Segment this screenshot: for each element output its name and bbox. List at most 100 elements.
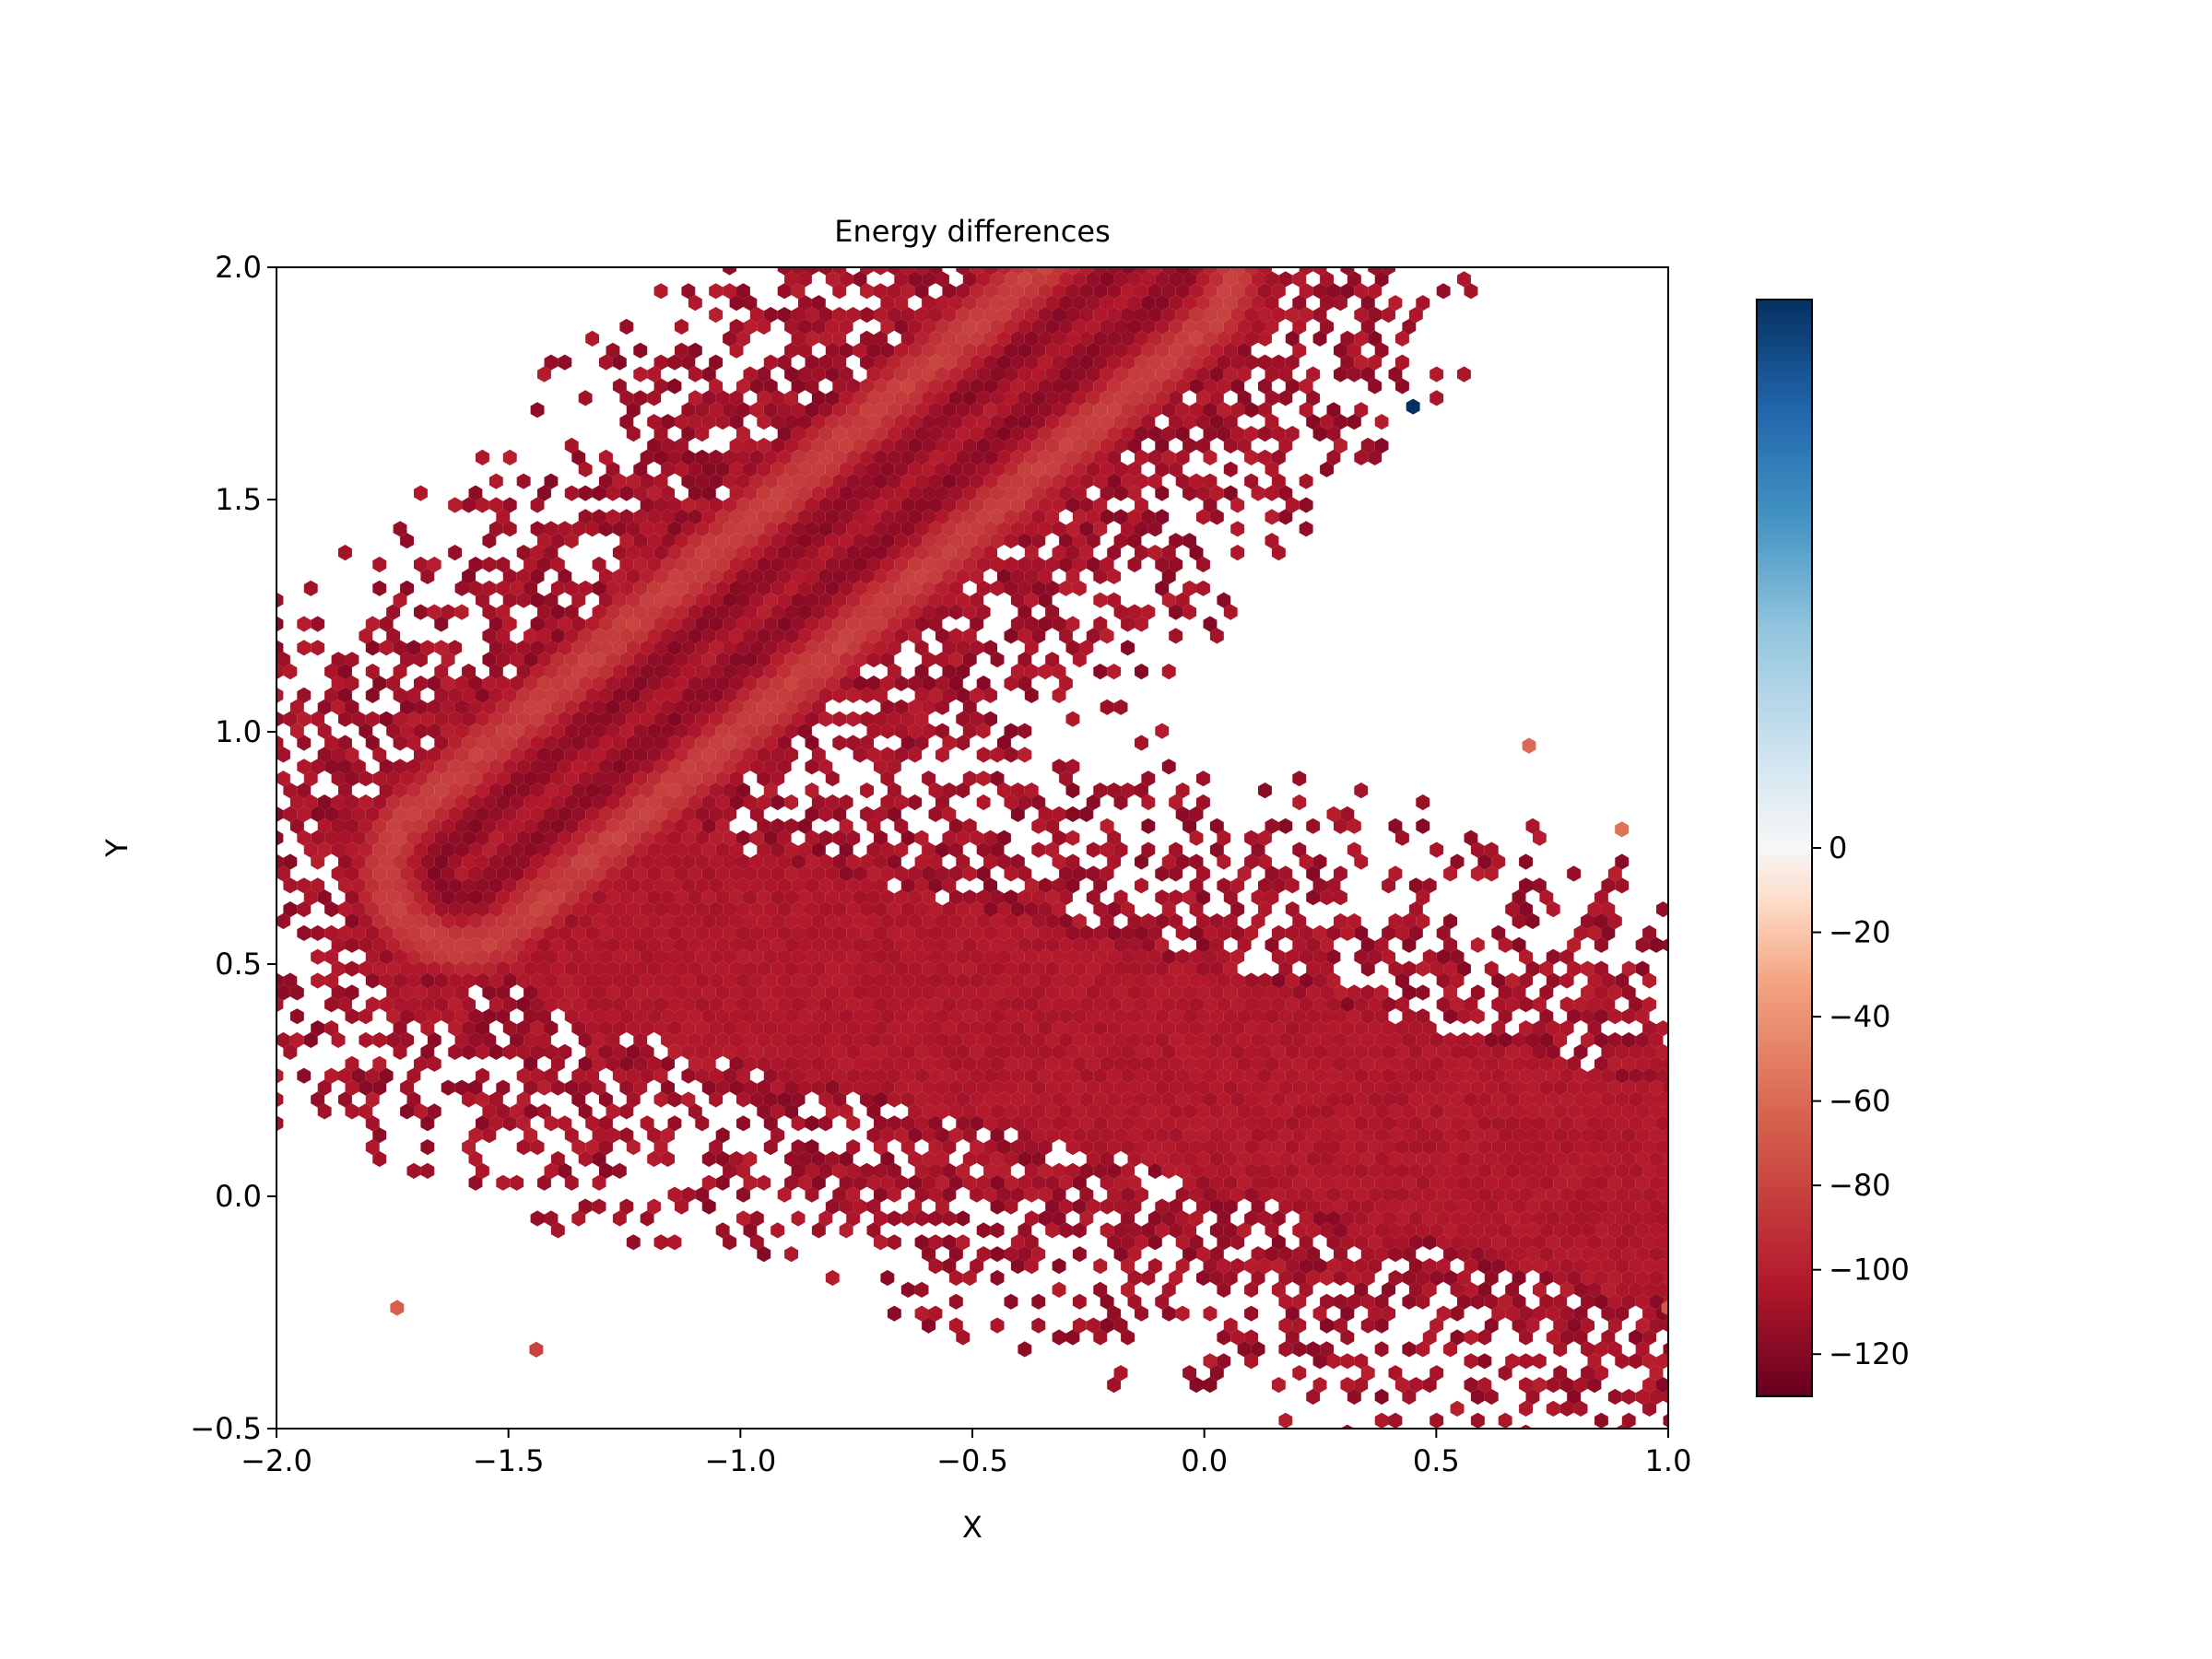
hex-bin	[647, 936, 662, 953]
hex-bin	[914, 426, 929, 442]
hex-bin	[1607, 1031, 1622, 1049]
hex-bin	[1395, 354, 1409, 371]
hex-bin	[1072, 414, 1087, 430]
hex-bin	[619, 841, 634, 858]
hex-bin	[729, 533, 744, 549]
hex-bin	[914, 972, 929, 989]
hex-bin	[887, 592, 901, 608]
hex-bin	[701, 366, 716, 382]
hex-bin	[675, 675, 688, 692]
hex-bin	[1072, 390, 1087, 406]
hex-bin	[1024, 330, 1039, 347]
hex-bin	[1491, 996, 1506, 1013]
hex-bin	[1422, 877, 1437, 894]
hex-bin	[1072, 1031, 1087, 1049]
hex-bin	[749, 664, 764, 680]
hex-bin	[502, 521, 517, 537]
hex-bin	[1189, 473, 1204, 489]
hex-bin	[1402, 960, 1417, 977]
hex-bin	[1354, 307, 1369, 324]
hex-bin	[619, 1055, 634, 1072]
hex-bin	[564, 723, 579, 739]
hex-bin	[1079, 307, 1094, 324]
hex-bin	[1024, 592, 1039, 608]
hex-bin	[983, 972, 997, 989]
hex-bin	[1018, 865, 1032, 882]
hex-bin	[1045, 1103, 1060, 1120]
hex-bin	[530, 901, 545, 918]
hex-bin	[414, 1103, 428, 1120]
hex-bin	[811, 912, 826, 930]
hex-bin	[777, 473, 792, 489]
hex-bin	[606, 675, 620, 692]
hex-bin	[317, 889, 332, 906]
hex-bin	[894, 580, 909, 596]
hex-bin	[496, 818, 511, 834]
hex-bin	[1189, 330, 1204, 347]
hex-bin	[729, 984, 744, 1001]
hex-bin	[1100, 628, 1114, 644]
hex-bin	[709, 568, 724, 584]
hex-bin	[1374, 1031, 1389, 1049]
hex-bin	[592, 556, 606, 573]
hex-bin	[839, 628, 853, 644]
hex-bin	[599, 853, 613, 870]
hex-bin	[379, 948, 394, 965]
hex-bin	[496, 675, 511, 692]
hex-bin	[351, 877, 366, 894]
hex-bin	[1045, 295, 1060, 312]
hex-bin	[524, 960, 537, 977]
hex-bin	[454, 865, 469, 882]
hex-bin	[866, 652, 881, 668]
hex-bin	[619, 509, 634, 525]
hex-bin	[550, 628, 565, 644]
hex-bin	[1155, 295, 1170, 312]
hex-bin	[1052, 1281, 1066, 1298]
hex-bin	[970, 1115, 984, 1132]
hex-bin	[448, 996, 463, 1013]
hex-bin	[276, 664, 284, 680]
hex-bin	[709, 948, 724, 965]
hex-bin	[818, 330, 833, 347]
hex-bin	[1203, 1043, 1218, 1060]
hex-bin	[1127, 461, 1142, 477]
hex-bin	[935, 960, 949, 977]
hex-bin	[1107, 283, 1122, 300]
hex-bin	[874, 1043, 888, 1060]
hex-bin	[558, 664, 572, 680]
hex-bin	[894, 984, 909, 1001]
hex-bin	[653, 473, 668, 489]
hex-bin	[441, 912, 455, 930]
hex-bin	[633, 366, 648, 382]
hex-bin	[1436, 924, 1451, 941]
hex-bin	[393, 664, 407, 680]
hex-bin	[1052, 759, 1066, 775]
hex-bin	[948, 414, 963, 430]
hex-bin	[476, 830, 489, 846]
hex-bin	[544, 354, 559, 371]
hex-bin	[537, 771, 551, 787]
hex-bin	[1038, 283, 1053, 300]
hex-bin	[626, 924, 641, 941]
hex-bin	[935, 366, 949, 382]
hex-bin	[537, 984, 551, 1001]
hex-bin	[1010, 1067, 1025, 1084]
hex-bin	[564, 984, 579, 1001]
hex-bin	[832, 1091, 847, 1108]
hex-bin	[1209, 1079, 1224, 1096]
hex-bin	[1430, 366, 1444, 382]
hex-bin	[420, 901, 435, 918]
hex-bin	[599, 877, 613, 894]
hex-bin	[1347, 1031, 1361, 1049]
hex-bin	[832, 402, 847, 418]
hex-bin	[1265, 509, 1279, 525]
hex-bin	[880, 960, 895, 977]
hex-bin	[1533, 1091, 1547, 1108]
hex-bin	[1209, 295, 1224, 312]
hex-bin	[729, 556, 744, 573]
hex-bin	[1464, 1043, 1478, 1060]
hex-bin	[805, 972, 819, 989]
hex-bin	[530, 1067, 545, 1084]
hex-bin	[1045, 390, 1060, 406]
hex-bin	[414, 794, 428, 811]
